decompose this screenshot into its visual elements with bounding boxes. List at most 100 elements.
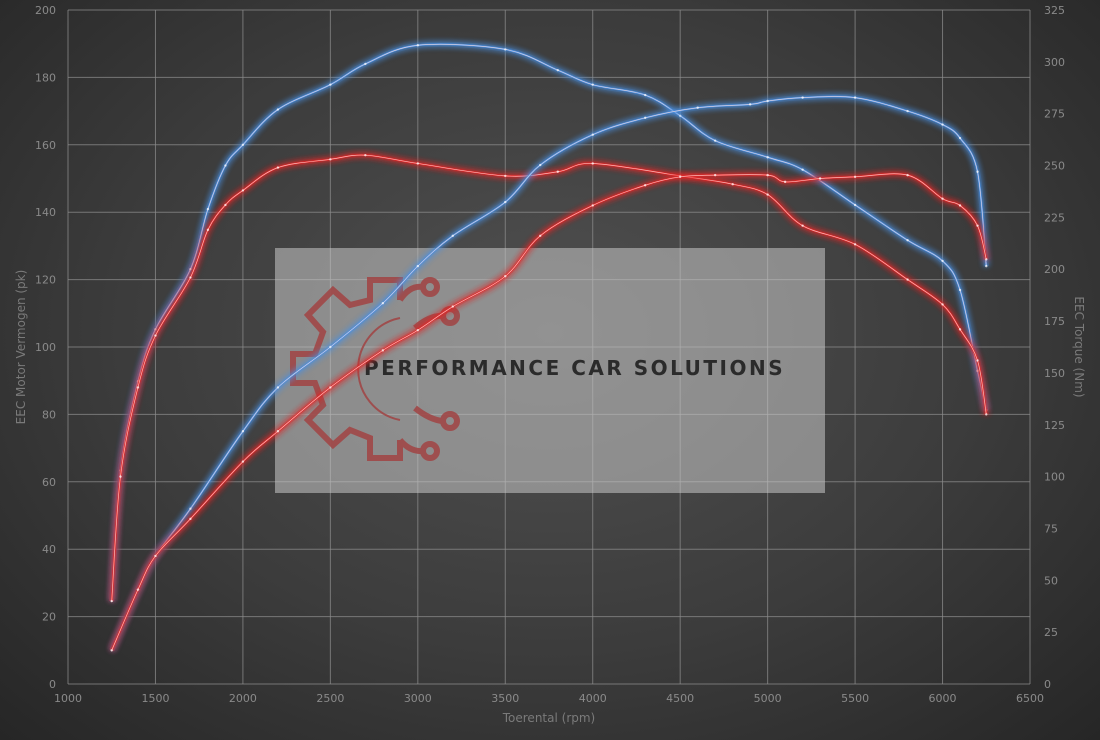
- torque-tuned-point: [329, 83, 332, 86]
- y2-tick-label: 300: [1044, 56, 1065, 69]
- power-tuned-point: [416, 264, 420, 268]
- torque-tuned-point: [801, 168, 804, 171]
- power-tuned-point: [748, 103, 752, 106]
- power-tuned-point: [853, 96, 857, 99]
- power-stock-point: [504, 275, 507, 278]
- torque-tuned-point: [644, 93, 647, 97]
- power-stock-point: [783, 180, 787, 184]
- torque-tuned-point: [241, 143, 245, 146]
- x-tick-label: 6000: [929, 692, 957, 705]
- power-tuned-point: [766, 99, 769, 103]
- torque-stock-point: [556, 170, 559, 173]
- power-tuned-point: [941, 123, 944, 126]
- torque-tuned-point: [591, 83, 594, 86]
- torque-stock-point: [985, 413, 988, 416]
- y-tick-label: 160: [35, 139, 56, 152]
- power-stock-point: [276, 430, 280, 433]
- power-tuned-point: [958, 136, 962, 140]
- power-tuned-point: [381, 301, 385, 305]
- torque-stock-point: [731, 183, 734, 186]
- x-tick-label: 5500: [841, 692, 869, 705]
- gear-logo-icon: [290, 277, 460, 461]
- power-tuned-point: [696, 106, 699, 109]
- torque-tuned-point: [276, 108, 280, 111]
- y-tick-label: 60: [42, 476, 56, 489]
- torque-tuned-point: [906, 238, 909, 242]
- torque-tuned-highlight: [111, 43, 987, 602]
- power-tuned-point: [451, 234, 454, 237]
- power-tuned-point: [644, 116, 647, 120]
- torque-stock-point: [364, 153, 367, 157]
- torque-tuned-point: [941, 259, 944, 263]
- x-tick-label: 2000: [229, 692, 257, 705]
- power-stock-point: [136, 588, 140, 591]
- power-tuned-point: [504, 200, 507, 204]
- power-stock-point: [976, 224, 979, 227]
- torque-stock-point: [976, 359, 979, 362]
- watermark-text: PERFORMANCE CAR SOLUTIONS: [364, 356, 785, 380]
- x-tick-label: 2500: [316, 692, 344, 705]
- power-stock-point: [853, 175, 857, 179]
- torque-tuned-point: [766, 156, 769, 159]
- x-tick-label: 4000: [579, 692, 607, 705]
- y-tick-label: 0: [49, 678, 56, 691]
- torque-stock-point: [241, 189, 245, 192]
- torque-stock-point: [853, 243, 857, 246]
- y-tick-label: 140: [35, 206, 56, 219]
- power-stock-point: [241, 460, 245, 463]
- power-stock-point: [591, 204, 594, 207]
- torque-tuned-point: [224, 164, 227, 167]
- power-stock-point: [644, 184, 647, 187]
- torque-stock-point: [801, 224, 804, 227]
- torque-stock-point: [154, 334, 157, 337]
- torque-tuned-point: [713, 139, 717, 142]
- axes: 1000 1500 2000 2500 3000 3500 4000 4500 5000 5500…: [35, 4, 1065, 705]
- power-stock-point: [189, 517, 192, 521]
- power-stock-point: [766, 173, 769, 177]
- torque-tuned-point: [504, 48, 507, 51]
- torque-tuned-point: [206, 207, 210, 211]
- x-tick-label: 1000: [54, 692, 82, 705]
- power-stock-point: [958, 204, 962, 207]
- series-group: [109, 41, 989, 652]
- watermark-box: [275, 248, 825, 493]
- power-tuned-point: [906, 109, 909, 113]
- power-stock-point: [906, 173, 909, 177]
- y2-tick-label: 225: [1044, 211, 1065, 224]
- power-tuned-point: [539, 163, 542, 167]
- x-tick-label: 5000: [754, 692, 782, 705]
- torque-stock-point: [591, 162, 594, 165]
- torque-stock-point: [136, 386, 140, 389]
- y-axis-label: EEC Motor Vermogen (pk): [14, 270, 28, 425]
- power-tuned-point: [276, 386, 280, 389]
- power-stock-point: [381, 349, 385, 352]
- power-stock-point: [154, 554, 157, 558]
- power-stock-point: [110, 649, 113, 652]
- power-tuned-point: [985, 264, 988, 268]
- power-stock-point: [818, 177, 822, 180]
- torque-stock-highlight: [111, 154, 987, 602]
- y2-tick-label: 50: [1044, 574, 1058, 587]
- torque-tuned-point: [364, 62, 367, 66]
- power-stock-point: [941, 197, 944, 200]
- y2-tick-label: 25: [1044, 626, 1058, 639]
- y2-axis-label: EEC Torque (Nm): [1072, 296, 1086, 397]
- y2-tick-label: 150: [1044, 367, 1065, 380]
- power-tuned-point: [976, 170, 979, 173]
- power-tuned-highlight: [111, 96, 987, 651]
- y-tick-label: 120: [35, 274, 56, 287]
- torque-stock-point: [224, 203, 227, 207]
- y2-tick-label: 0: [1044, 678, 1051, 691]
- torque-tuned-point: [853, 203, 857, 207]
- y-tick-label: 20: [42, 611, 56, 624]
- torque-stock-point: [276, 166, 280, 169]
- torque-stock-point: [119, 475, 122, 478]
- y-tick-label: 180: [35, 71, 56, 84]
- power-tuned-point: [801, 96, 804, 99]
- torque-stock-point: [958, 328, 962, 331]
- x-tick-label: 3500: [491, 692, 519, 705]
- torque-stock-point: [189, 276, 192, 279]
- power-stock-point: [713, 173, 717, 177]
- torque-tuned-point: [556, 68, 559, 72]
- watermark: PERFORMANCE CAR SOLUTIONS: [275, 248, 825, 493]
